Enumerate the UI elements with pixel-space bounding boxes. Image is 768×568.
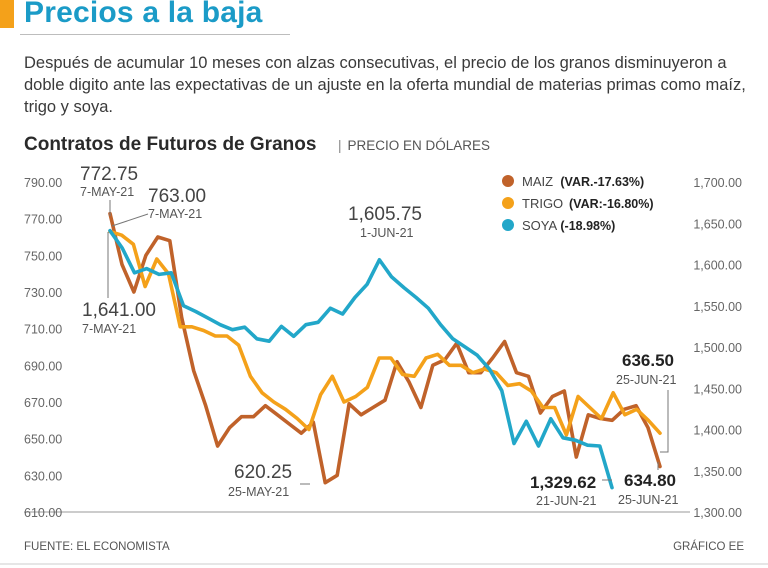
right-tick-label: 1,700.00 bbox=[693, 176, 742, 190]
annotation-leader bbox=[111, 213, 149, 227]
annotation-date: 7-MAY-21 bbox=[148, 207, 202, 221]
right-tick-label: 1,300.00 bbox=[693, 506, 742, 520]
series-line-soya bbox=[108, 228, 614, 490]
annotation-value: 634.80 bbox=[624, 471, 676, 490]
bottom-rule bbox=[0, 563, 768, 565]
left-tick-label: 770.00 bbox=[24, 213, 62, 227]
annotation-date: 25-MAY-21 bbox=[228, 485, 289, 499]
right-tick-label: 1,650.00 bbox=[693, 217, 742, 231]
left-tick-label: 670.00 bbox=[24, 396, 62, 410]
legend-label: MAIZ bbox=[522, 174, 553, 189]
annotation-value: 1,329.62 bbox=[530, 473, 596, 492]
left-tick-label: 710.00 bbox=[24, 323, 62, 337]
title-divider bbox=[20, 34, 290, 35]
left-tick-label: 790.00 bbox=[24, 176, 62, 190]
annotation-value: 620.25 bbox=[234, 462, 292, 483]
header-accent-bar bbox=[0, 0, 14, 28]
legend-variation: (-18.98%) bbox=[560, 219, 615, 233]
chart-credit: GRÁFICO EE bbox=[673, 541, 744, 553]
left-tick-label: 750.00 bbox=[24, 249, 62, 263]
annotation-date: 21-JUN-21 bbox=[536, 494, 596, 508]
annotation-date: 25-JUN-21 bbox=[616, 373, 676, 387]
page-title: Precios a la baja bbox=[24, 0, 263, 29]
intro-paragraph: Después de acumular 10 meses con alzas c… bbox=[24, 54, 746, 116]
legend-label: SOYA bbox=[522, 218, 557, 233]
annotation-date: 7-MAY-21 bbox=[82, 322, 136, 336]
series-line-maiz bbox=[108, 211, 662, 485]
left-tick-label: 730.00 bbox=[24, 286, 62, 300]
right-tick-label: 1,400.00 bbox=[693, 424, 742, 438]
annotation-value: 1,641.00 bbox=[82, 300, 156, 321]
annotation-date: 7-MAY-21 bbox=[80, 185, 134, 199]
annotation-value: 1,605.75 bbox=[348, 204, 422, 225]
chart-subtitle-text: PRECIO EN DÓLARES bbox=[347, 138, 491, 153]
series-line-trigo bbox=[108, 229, 662, 437]
legend-marker-trigo bbox=[502, 197, 514, 209]
source-note: FUENTE: EL ECONOMISTA bbox=[24, 541, 170, 553]
legend-label: TRIGO bbox=[522, 196, 563, 211]
right-tick-label: 1,600.00 bbox=[693, 259, 742, 273]
right-tick-label: 1,500.00 bbox=[693, 341, 742, 355]
chart-subtitle: | PRECIO EN DÓLARES bbox=[338, 138, 490, 153]
annotation-value: 772.75 bbox=[80, 164, 138, 185]
right-tick-label: 1,350.00 bbox=[693, 465, 742, 479]
left-tick-label: 610.00 bbox=[24, 506, 62, 520]
left-tick-label: 690.00 bbox=[24, 359, 62, 373]
legend-variation: (VAR:-16.80%) bbox=[569, 197, 654, 211]
annotation-value: 636.50 bbox=[622, 351, 674, 370]
annotation-date: 1-JUN-21 bbox=[360, 226, 414, 240]
legend-marker-soya bbox=[502, 219, 514, 231]
subtitle-separator: | bbox=[338, 138, 342, 153]
right-tick-label: 1,450.00 bbox=[693, 382, 742, 396]
annotation-value: 763.00 bbox=[148, 186, 206, 207]
annotation-leader bbox=[660, 390, 669, 453]
right-tick-label: 1,550.00 bbox=[693, 300, 742, 314]
left-tick-label: 630.00 bbox=[24, 469, 62, 483]
annotation-date: 25-JUN-21 bbox=[618, 493, 678, 507]
left-tick-label: 650.00 bbox=[24, 433, 62, 447]
legend-marker-maiz bbox=[502, 175, 514, 187]
legend-variation: (VAR.-17.63%) bbox=[560, 175, 644, 189]
chart-title: Contratos de Futuros de Granos bbox=[24, 134, 317, 155]
